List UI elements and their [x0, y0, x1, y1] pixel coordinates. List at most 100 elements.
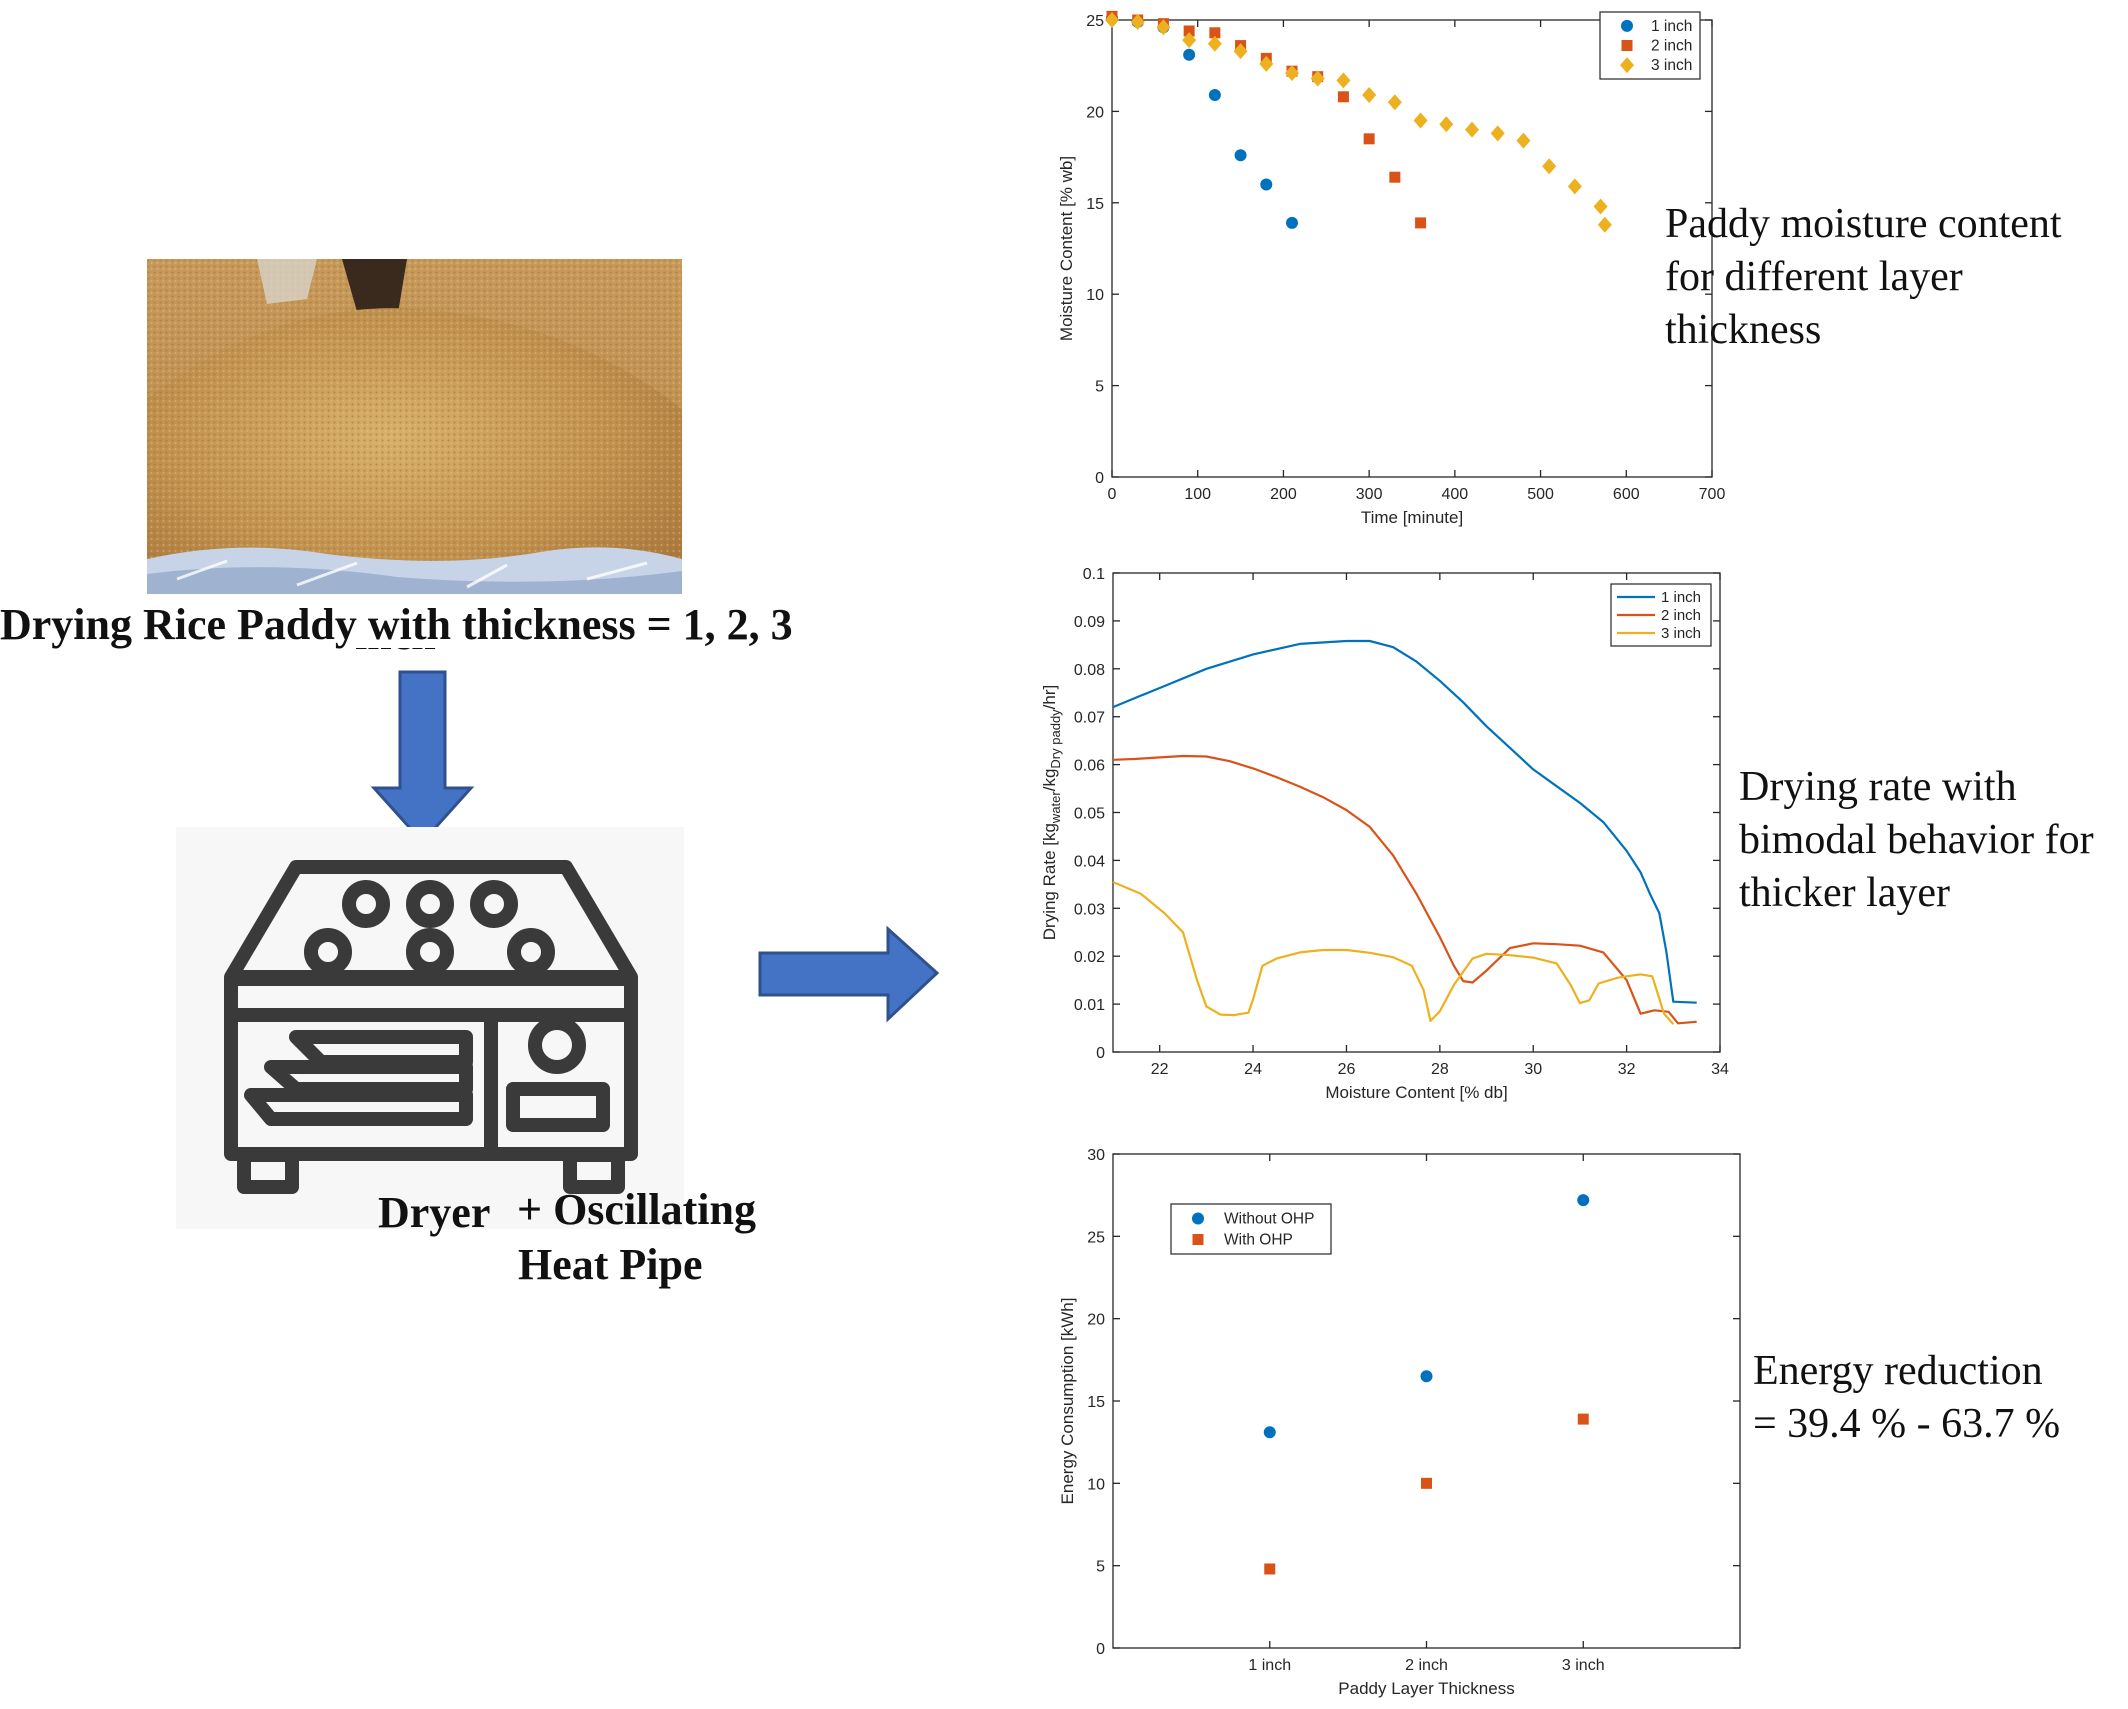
y-tick-label: 0.1 — [1083, 566, 1105, 583]
energy-annotation-line: Energy reduction — [1753, 1348, 2043, 1394]
legend-swatch — [1621, 40, 1633, 51]
series-1-inch — [1106, 12, 1298, 229]
x-tick-label: 24 — [1244, 1061, 1262, 1078]
y-tick-label: 0.01 — [1074, 997, 1105, 1014]
x-tick-label: 500 — [1527, 486, 1554, 503]
y-tick-label: 5 — [1095, 379, 1104, 396]
data-point — [1286, 216, 1298, 229]
legend-label: Without OHP — [1224, 1211, 1314, 1228]
y-tick-label: 5 — [1096, 1559, 1105, 1576]
data-point — [1421, 1477, 1432, 1489]
data-point — [1439, 116, 1454, 133]
energy-annotation: Energy reduction = 39.4 % - 63.7 % — [1753, 1345, 2060, 1451]
x-axis-label: Time [minute] — [1361, 508, 1463, 527]
legend-box — [1599, 11, 1701, 80]
data-point — [1260, 178, 1273, 191]
down-arrow-icon — [370, 670, 475, 845]
energy-annotation-line: = 39.4 % - 63.7 % — [1753, 1401, 2061, 1447]
data-point — [1415, 217, 1427, 229]
series-3-inch — [1112, 880, 1675, 1025]
rate-annotation-line: bimodal behavior for — [1739, 817, 2094, 863]
data-point — [1264, 1563, 1276, 1575]
data-point — [1577, 1413, 1589, 1425]
data-point — [1130, 13, 1145, 30]
y-tick-label: 0 — [1096, 1045, 1105, 1062]
rate-annotation: Drying rate with bimodal behavior for th… — [1739, 761, 2094, 920]
x-tick-label: 1 inch — [1248, 1657, 1291, 1674]
moisture-annotation-line: for different layer — [1665, 254, 1963, 300]
y-axis-label-subscript: water — [1048, 791, 1063, 824]
data-point — [1516, 132, 1531, 149]
x-tick-label: 26 — [1338, 1061, 1356, 1078]
data-point — [1363, 133, 1375, 145]
y-tick-label: 20 — [1086, 104, 1104, 121]
y-axis-label-part: Drying Rate [kg — [1040, 823, 1059, 940]
legend-swatch — [1620, 57, 1634, 74]
y-tick-label: 0.06 — [1074, 758, 1105, 775]
x-tick-label: 30 — [1524, 1061, 1542, 1078]
data-point — [1413, 112, 1428, 129]
data-point — [1420, 1370, 1433, 1383]
x-tick-label: 2 inch — [1405, 1657, 1448, 1674]
rice-paddy-photo — [147, 259, 682, 594]
data-point — [1337, 91, 1349, 103]
legend-label: With OHP — [1224, 1232, 1293, 1249]
data-point — [1182, 32, 1197, 49]
x-tick-label: 34 — [1711, 1061, 1729, 1078]
moisture-annotation-line: thickness — [1665, 307, 1822, 353]
legend-label: 3 inch — [1661, 625, 1701, 642]
legend-swatch — [1192, 1234, 1204, 1245]
moisture-annotation: Paddy moisture content for different lay… — [1665, 198, 2062, 357]
y-tick-label: 0.04 — [1074, 853, 1105, 870]
x-axis-label: Moisture Content [% db] — [1325, 1083, 1507, 1102]
legend-label: 2 inch — [1661, 607, 1701, 624]
series-3-inch — [1105, 12, 1612, 233]
plot-frame — [1111, 19, 1713, 478]
x-tick-label: 300 — [1356, 486, 1383, 503]
x-tick-label: 32 — [1618, 1061, 1636, 1078]
x-tick-label: 3 inch — [1562, 1657, 1605, 1674]
x-tick-label: 600 — [1613, 486, 1640, 503]
right-arrow-icon — [758, 925, 940, 1023]
data-point — [1285, 65, 1299, 82]
legend: Without OHP With OHP — [1170, 1203, 1332, 1255]
energy-consumption-chart: 1 inch 2 inch 3 inch 0 5 10 15 20 25 30 Paddy Laye… — [1058, 1147, 1741, 1698]
ohp-label-line2: Heat Pipe — [518, 1240, 703, 1289]
series-with-ohp — [1264, 1413, 1589, 1575]
data-point — [1263, 1426, 1276, 1439]
y-axis-label-part: /kg — [1040, 769, 1059, 792]
ohp-label-line1: + Oscillating — [517, 1185, 756, 1234]
y-tick-label: 0.07 — [1074, 710, 1105, 727]
data-point — [1209, 27, 1221, 39]
data-point — [1310, 70, 1325, 87]
y-tick-label: 15 — [1086, 196, 1104, 213]
data-point — [1336, 72, 1351, 89]
y-tick-label: 10 — [1087, 1476, 1105, 1493]
rate-annotation-line: thicker layer — [1739, 870, 1951, 916]
y-tick-label: 25 — [1086, 13, 1104, 30]
y-tick-label: 0.09 — [1074, 614, 1105, 631]
x-tick-label: 0 — [1108, 486, 1117, 503]
data-point — [1593, 198, 1608, 215]
series-without-ohp — [1263, 1194, 1590, 1439]
data-point — [1465, 121, 1479, 138]
data-point — [1577, 1194, 1590, 1207]
y-tick-label: 0.03 — [1074, 901, 1105, 918]
rate-annotation-line: Drying rate with — [1739, 764, 2017, 810]
series-line — [1112, 880, 1675, 1025]
data-point — [1233, 43, 1248, 60]
data-point — [1105, 12, 1119, 28]
y-axis-label: Moisture Content [% wb] — [1057, 156, 1076, 341]
legend-swatch — [1192, 1212, 1204, 1225]
y-tick-label: 30 — [1087, 1147, 1105, 1164]
data-point — [1542, 158, 1557, 175]
photo-caption-line2-clipped: inch — [355, 648, 455, 664]
legend-label: 3 inch — [1651, 57, 1692, 74]
data-point — [1183, 25, 1195, 37]
dryer-icon — [176, 827, 684, 1229]
data-point — [1207, 35, 1222, 52]
y-axis-label-subscript: Dry paddy — [1048, 709, 1063, 769]
